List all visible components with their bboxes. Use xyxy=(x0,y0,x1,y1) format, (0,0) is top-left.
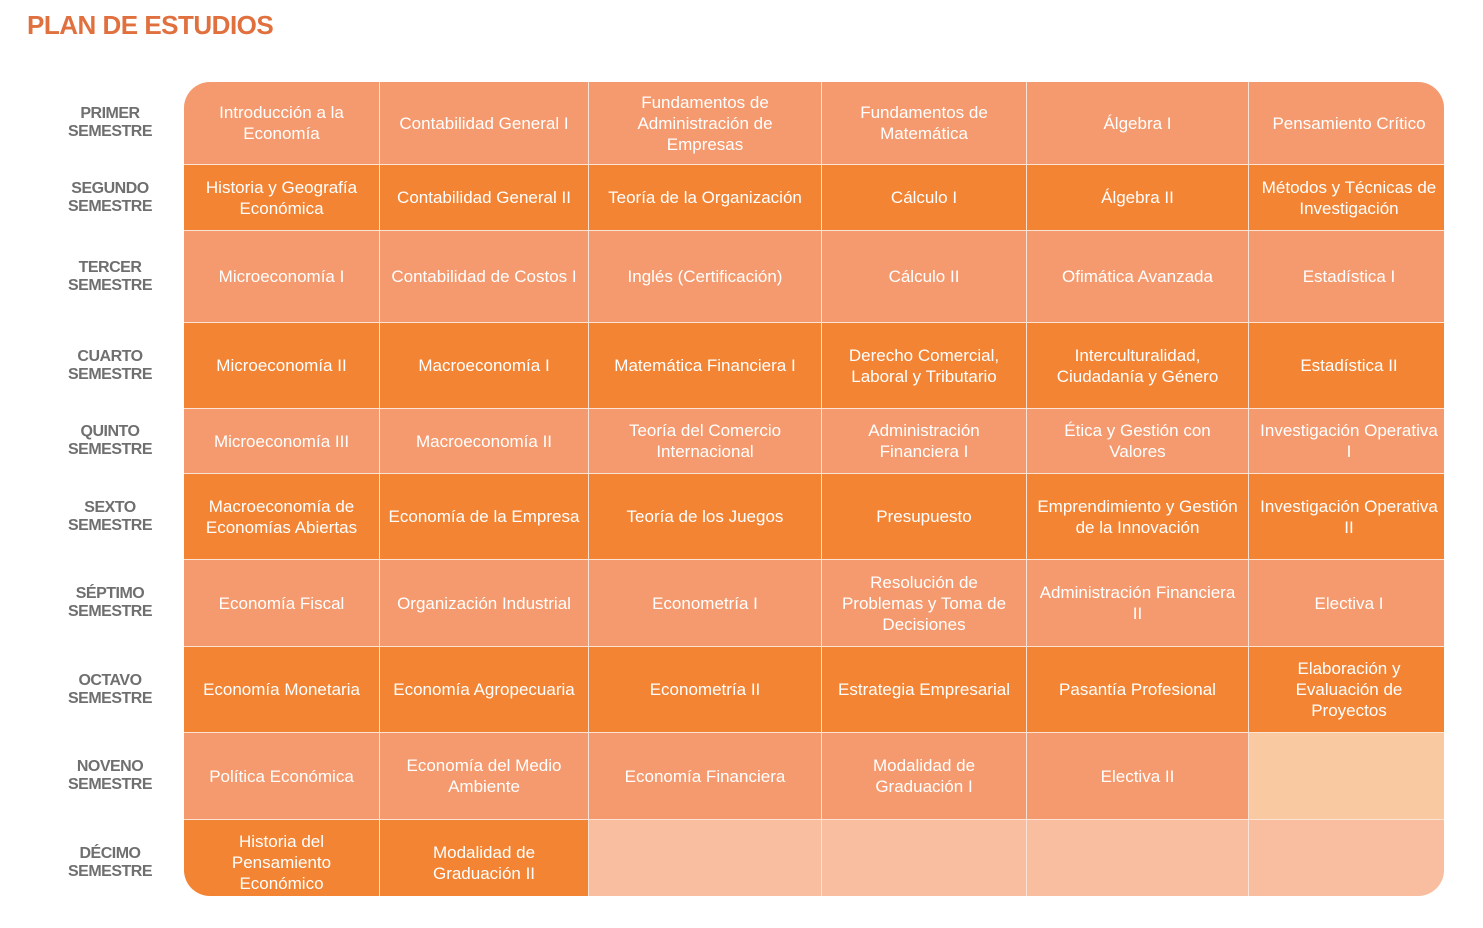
course-cell: Historia y Geografía Económica xyxy=(184,165,379,230)
semester-label-line: SEMESTRE xyxy=(67,123,153,140)
course-cell: Estadística II xyxy=(1249,323,1444,408)
course-cell: Administración Financiera II xyxy=(1027,560,1248,646)
course-cell: Microeconomía II xyxy=(184,323,379,408)
semester-label: SEXTO SEMESTRE xyxy=(40,474,180,559)
semester-label-line: SEMESTRE xyxy=(67,689,153,707)
course-cell: Economía Fiscal xyxy=(184,560,379,646)
course-cell: Elaboración y Evaluación de Proyectos xyxy=(1249,647,1444,732)
course-cell: Macroeconomía II xyxy=(380,409,588,473)
semester-label-line: SEMESTRE xyxy=(67,441,153,458)
course-cell: Fundamentos de Administración de Empresa… xyxy=(589,82,821,164)
course-cell: Economía Monetaria xyxy=(184,647,379,732)
semester-label: SEGUNDO SEMESTRE xyxy=(40,165,180,230)
page-title: PLAN DE ESTUDIOS xyxy=(27,10,274,40)
course-cell: Métodos y Técnicas de Investigación xyxy=(1249,165,1444,230)
course-cell: Economía Financiera xyxy=(589,733,821,819)
course-cell: Economía de la Empresa xyxy=(380,474,588,559)
semester-label: CUARTO SEMESTRE xyxy=(40,323,180,408)
course-cell: Teoría del Comercio Internacional xyxy=(589,409,821,473)
course-cell: Matemática Financiera I xyxy=(589,323,821,408)
course-cell: Política Económica xyxy=(184,733,379,819)
semester-label-line: SEMESTRE xyxy=(67,365,153,383)
course-cell: Estadística I xyxy=(1249,231,1444,322)
semester-label: TERCER SEMESTRE xyxy=(40,231,180,322)
semester-label: OCTAVO SEMESTRE xyxy=(40,647,180,732)
course-cell: Pensamiento Crítico xyxy=(1249,82,1444,164)
semester-label-line: CUARTO xyxy=(77,347,143,365)
semester-label-line: SÉPTIMO xyxy=(75,585,145,602)
course-cell: Modalidad de Graduación I xyxy=(822,733,1026,819)
semester-label-line: SEMESTRE xyxy=(67,603,153,620)
empty-cell xyxy=(822,820,1026,896)
course-cell: Historia del Pensamiento Económico xyxy=(184,820,379,896)
course-cell: Álgebra II xyxy=(1027,165,1248,230)
course-cell: Inglés (Certificación) xyxy=(589,231,821,322)
course-cell: Electiva II xyxy=(1027,733,1248,819)
semester-label-line: SEGUNDO xyxy=(71,179,149,197)
course-cell: Álgebra I xyxy=(1027,82,1248,164)
course-cell: Administración Financiera I xyxy=(822,409,1026,473)
course-cell: Contabilidad General I xyxy=(380,82,588,164)
course-cell: Macroeconomía de Economías Abiertas xyxy=(184,474,379,559)
empty-cell xyxy=(589,820,821,896)
course-cell: Introducción a la Economía xyxy=(184,82,379,164)
course-cell: Fundamentos de Matemática xyxy=(822,82,1026,164)
course-cell: Estrategia Empresarial xyxy=(822,647,1026,732)
course-cell: Economía Agropecuaria xyxy=(380,647,588,732)
course-cell: Electiva I xyxy=(1249,560,1444,646)
semester-label-line: SEMESTRE xyxy=(67,862,153,880)
course-cell: Investigación Operativa II xyxy=(1249,474,1444,559)
empty-cell xyxy=(1027,820,1248,896)
course-cell: Contabilidad General II xyxy=(380,165,588,230)
course-cell: Derecho Comercial, Laboral y Tributario xyxy=(822,323,1026,408)
course-cell: Economía del Medio Ambiente xyxy=(380,733,588,819)
curriculum-grid: Introducción a la Economía Contabilidad G… xyxy=(184,82,1444,896)
semester-label-line: SEXTO xyxy=(84,498,136,516)
semester-label-line: TERCER xyxy=(78,258,142,276)
course-cell: Modalidad de Graduación II xyxy=(380,820,588,896)
semester-label: SÉPTIMO SEMESTRE xyxy=(40,560,180,646)
course-cell: Emprendimiento y Gestión de la Innovació… xyxy=(1027,474,1248,559)
empty-cell xyxy=(1249,820,1444,896)
course-cell: Teoría de la Organización xyxy=(589,165,821,230)
course-cell: Macroeconomía I xyxy=(380,323,588,408)
semester-label-line: PRIMER xyxy=(80,105,140,122)
course-cell: Organización Industrial xyxy=(380,560,588,646)
course-cell: Investigación Operativa I xyxy=(1249,409,1444,473)
course-cell: Presupuesto xyxy=(822,474,1026,559)
semester-label: NOVENO SEMESTRE xyxy=(40,733,180,819)
semester-label: DÉCIMO SEMESTRE xyxy=(40,820,180,905)
course-cell: Pasantía Profesional xyxy=(1027,647,1248,732)
semester-label-line: OCTAVO xyxy=(78,671,142,689)
semester-label-line: SEMESTRE xyxy=(67,197,153,215)
course-cell: Microeconomía III xyxy=(184,409,379,473)
course-cell: Econometría I xyxy=(589,560,821,646)
semester-label-line: SEMESTRE xyxy=(67,516,153,534)
semester-label-line: NOVENO xyxy=(76,758,144,775)
semester-label-line: SEMESTRE xyxy=(67,776,153,793)
course-cell: Interculturalidad, Ciudadanía y Género xyxy=(1027,323,1248,408)
semester-label-line: QUINTO xyxy=(80,423,140,440)
course-cell: Ética y Gestión con Valores xyxy=(1027,409,1248,473)
semester-label-line: DÉCIMO xyxy=(79,844,142,862)
course-cell: Contabilidad de Costos I xyxy=(380,231,588,322)
course-cell: Econometría II xyxy=(589,647,821,732)
empty-cell xyxy=(1249,733,1444,819)
course-cell: Teoría de los Juegos xyxy=(589,474,821,559)
course-cell: Cálculo I xyxy=(822,165,1026,230)
course-cell: Microeconomía I xyxy=(184,231,379,322)
semester-label: PRIMER SEMESTRE xyxy=(40,82,180,164)
course-cell: Ofimática Avanzada xyxy=(1027,231,1248,322)
course-cell: Cálculo II xyxy=(822,231,1026,322)
course-cell: Resolución de Problemas y Toma de Decisi… xyxy=(822,560,1026,646)
semester-label: QUINTO SEMESTRE xyxy=(40,409,180,473)
semester-label-line: SEMESTRE xyxy=(67,276,153,294)
